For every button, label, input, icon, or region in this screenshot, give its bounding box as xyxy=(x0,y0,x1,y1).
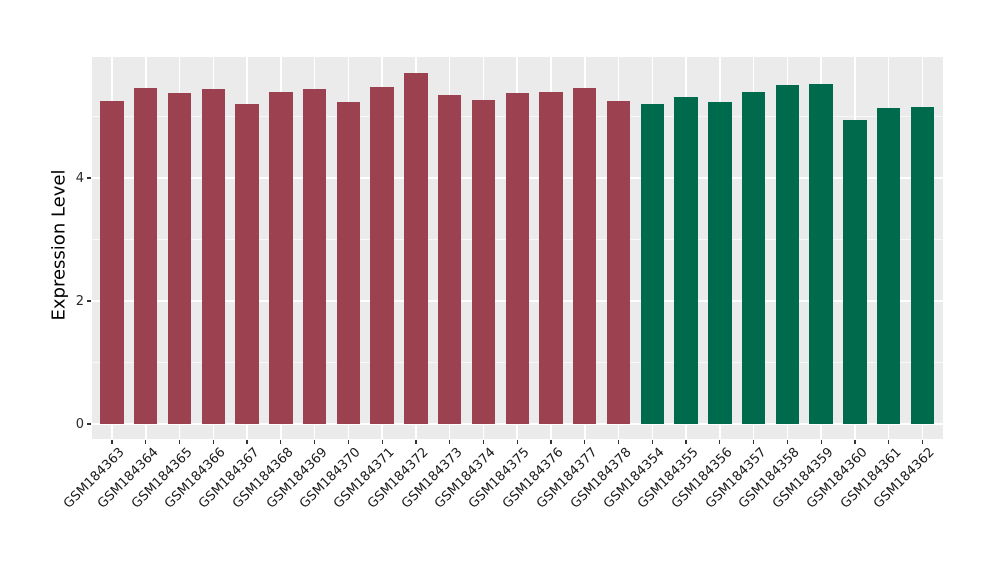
x-tick-mark xyxy=(888,440,890,444)
expression-bar xyxy=(708,102,732,424)
x-tick-mark xyxy=(449,440,451,444)
expression-bar xyxy=(741,91,766,424)
y-tick-mark xyxy=(87,300,91,302)
x-tick-mark xyxy=(753,440,755,444)
x-tick-mark xyxy=(685,440,687,444)
expression-bar xyxy=(134,88,158,424)
x-tick-mark xyxy=(280,440,282,444)
expression-bar xyxy=(877,107,901,424)
expression-bar xyxy=(404,73,428,424)
x-tick-mark xyxy=(246,440,248,444)
expression-bar xyxy=(438,94,462,424)
x-tick-mark xyxy=(786,440,788,444)
x-tick-mark xyxy=(516,440,518,444)
expression-bar xyxy=(471,99,496,424)
x-tick-mark xyxy=(347,440,349,444)
x-tick-mark xyxy=(178,440,181,444)
expression-bar xyxy=(606,100,631,424)
x-tick-mark xyxy=(617,440,620,444)
x-tick-mark xyxy=(482,440,485,444)
expression-bar xyxy=(505,92,529,424)
expression-bar xyxy=(269,91,293,424)
expression-bar xyxy=(167,93,192,424)
x-tick-mark xyxy=(212,440,214,444)
x-tick-mark xyxy=(921,440,924,444)
y-tick-label: 2 xyxy=(75,293,84,309)
x-tick-mark xyxy=(314,440,316,444)
expression-bar xyxy=(674,96,698,424)
expression-bar xyxy=(302,88,327,424)
expression-bar xyxy=(809,83,833,424)
expression-bar xyxy=(775,85,800,424)
x-tick-mark xyxy=(584,440,586,444)
expression-bar xyxy=(843,119,867,424)
expression-bar xyxy=(573,88,597,424)
x-tick-mark xyxy=(381,440,383,444)
expression-bar xyxy=(370,86,394,424)
y-tick-mark xyxy=(87,423,91,425)
x-tick-mark xyxy=(719,440,721,444)
expression-bar xyxy=(640,104,664,424)
x-tick-mark xyxy=(415,440,417,444)
y-tick-label: 0 xyxy=(75,416,84,432)
expression-bar xyxy=(201,89,225,424)
x-tick-mark xyxy=(145,440,147,444)
plot-panel xyxy=(92,57,943,439)
y-tick-mark xyxy=(87,177,91,179)
x-tick-mark xyxy=(550,440,552,444)
expression-bar xyxy=(235,103,259,424)
expression-bar xyxy=(336,101,361,424)
x-tick-mark xyxy=(111,440,113,444)
x-tick-mark xyxy=(854,440,856,444)
y-tick-label: 4 xyxy=(75,170,84,186)
x-tick-mark xyxy=(820,440,822,444)
expression-bar xyxy=(910,106,935,424)
x-tick-mark xyxy=(651,440,653,444)
expression-bar xyxy=(100,100,124,424)
expression-bar xyxy=(539,91,563,424)
